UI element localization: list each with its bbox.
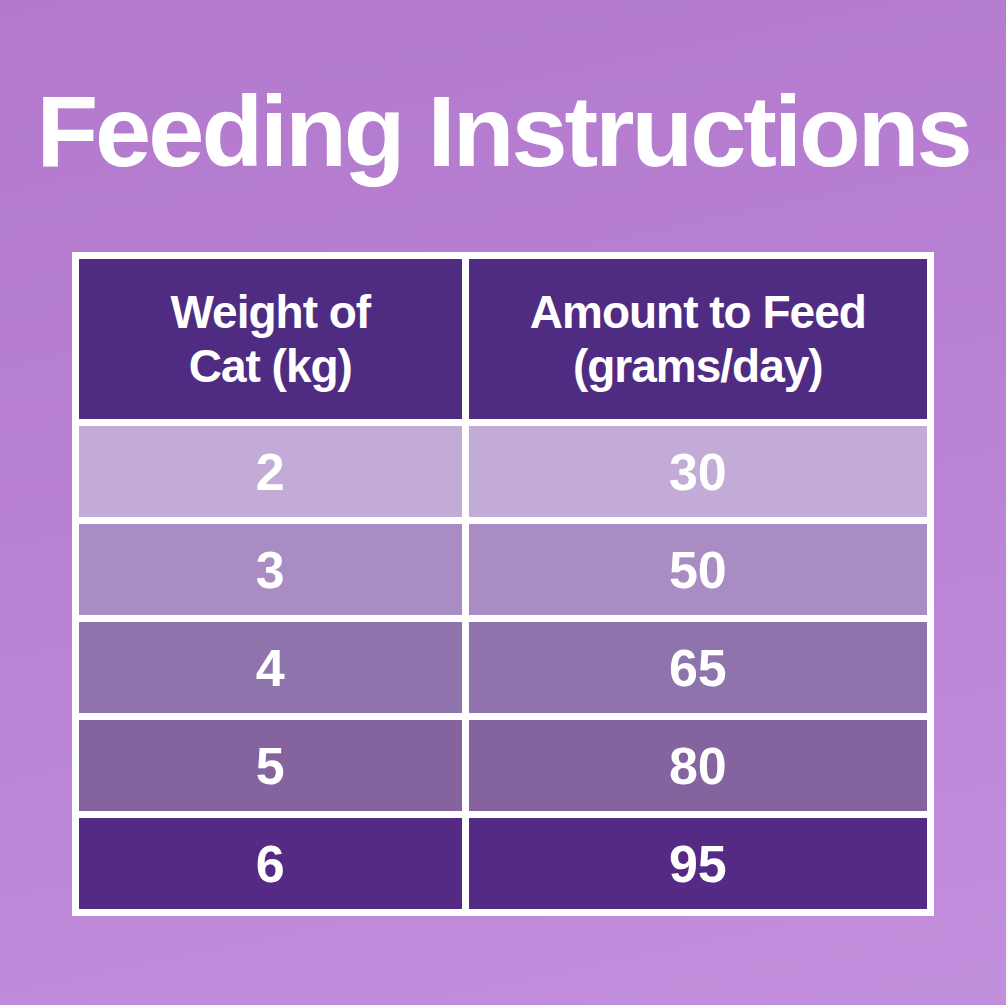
amount-cell: 95 [469,818,927,909]
weight-cell: 6 [79,818,462,909]
amount-cell: 50 [469,524,927,615]
page-title: Feeding Instructions [0,78,1006,184]
header-cell-amount: Amount to Feed (grams/day) [469,259,927,419]
amount-cell: 30 [469,426,927,517]
weight-cell: 2 [79,426,462,517]
header-cell-weight: Weight of Cat (kg) [79,259,462,419]
table-row: 2 30 [79,426,927,517]
amount-cell: 80 [469,720,927,811]
amount-cell: 65 [469,622,927,713]
table-row: 3 50 [79,524,927,615]
weight-cell: 4 [79,622,462,713]
table-row: 5 80 [79,720,927,811]
table-header-row: Weight of Cat (kg) Amount to Feed (grams… [79,259,927,419]
table-row: 6 95 [79,818,927,909]
table-row: 4 65 [79,622,927,713]
page-background: Feeding Instructions Weight of Cat (kg) … [0,0,1006,1005]
feeding-table: Weight of Cat (kg) Amount to Feed (grams… [72,252,934,916]
weight-cell: 5 [79,720,462,811]
weight-cell: 3 [79,524,462,615]
